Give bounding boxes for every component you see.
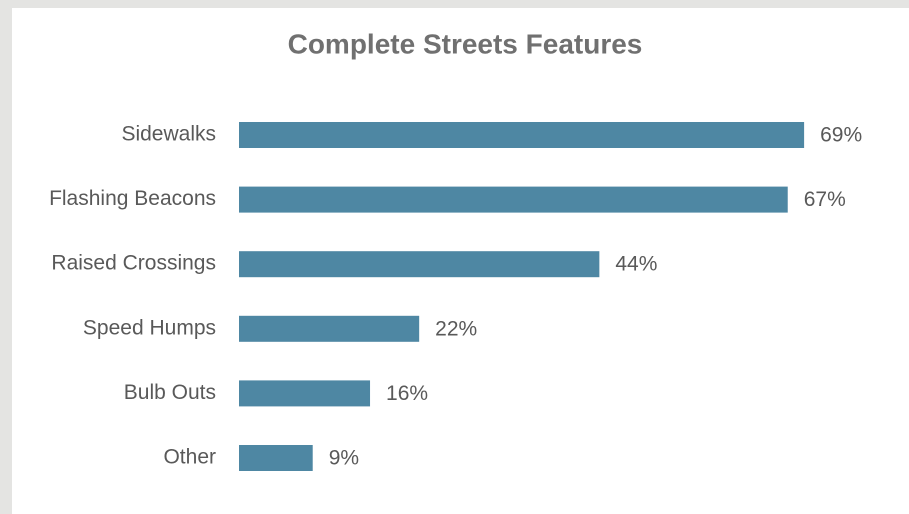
data-label: 67% xyxy=(804,188,846,211)
y-tick-label: Speed Humps xyxy=(83,316,216,339)
bar xyxy=(239,315,420,342)
data-label: 44% xyxy=(615,253,657,276)
data-label: 9% xyxy=(329,447,359,470)
data-label: 16% xyxy=(386,382,428,405)
y-tick-label: Flashing Beacons xyxy=(49,187,216,210)
bar xyxy=(239,445,313,471)
bar xyxy=(239,122,805,148)
bar xyxy=(239,251,600,278)
y-tick-label: Raised Crossings xyxy=(51,252,216,275)
data-label: 69% xyxy=(820,124,862,147)
chart-title: Complete Streets Features xyxy=(288,28,643,59)
bar xyxy=(239,186,788,213)
bar xyxy=(239,380,371,407)
y-tick-label: Sidewalks xyxy=(121,123,216,146)
y-tick-label: Bulb Outs xyxy=(124,381,216,404)
y-tick-label: Other xyxy=(163,446,216,469)
data-label: 22% xyxy=(435,317,477,340)
